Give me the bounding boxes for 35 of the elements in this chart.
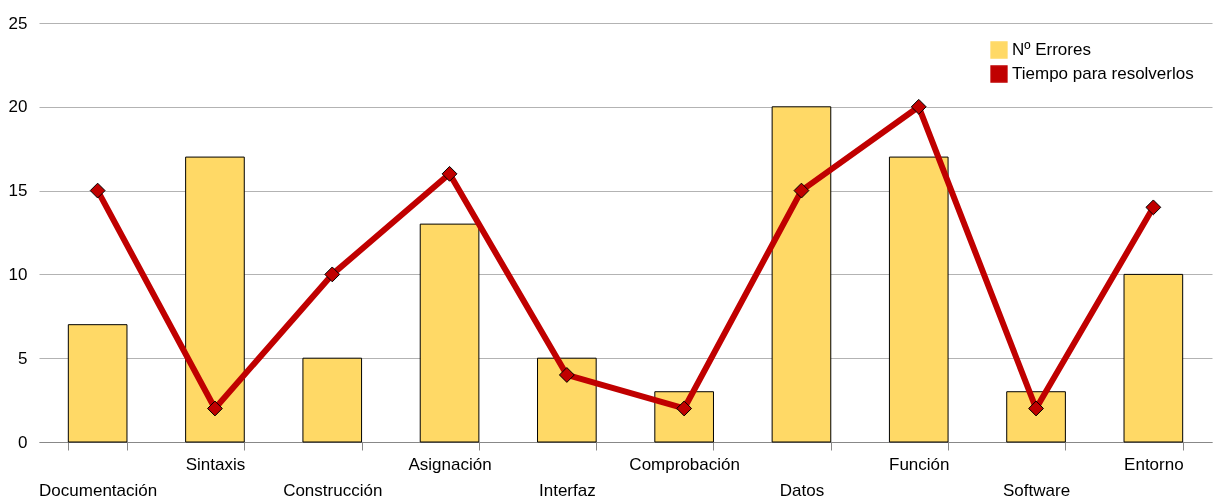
x-tick-label: Comprobación [629,454,740,474]
x-tick-label: Asignación [408,454,492,474]
bar [185,156,245,443]
y-tick-label: 25 [8,13,28,33]
x-tick-label: Entorno [1124,454,1184,474]
bar [302,357,363,443]
y-tick-label: 10 [8,264,28,284]
point [324,266,341,283]
x-tick-label: Software [1003,480,1071,500]
point [207,400,223,417]
y-tick-label: 15 [8,181,28,201]
legend-label: Tiempo para resolverlos [1012,64,1194,83]
x-tick-label: Interfaz [539,480,596,500]
x-tick-label: Función [889,454,950,474]
point [558,367,575,383]
bar [67,324,128,443]
legend-label: Nº Errores [1012,40,1091,59]
point [793,182,810,199]
y-tick-label: 20 [8,97,28,117]
y-tick-label: 5 [18,348,28,368]
y-tick-label: 0 [18,432,28,452]
point [89,182,106,199]
x-tick-label: Datos [779,480,825,500]
x-tick-label: Construcción [283,480,383,500]
bar [771,106,832,443]
bar [1123,273,1184,443]
bar [1006,391,1066,443]
point [1145,199,1162,216]
point [441,165,458,182]
point [910,98,927,115]
x-tick-label: Sintaxis [185,454,246,474]
bar [888,156,949,443]
x-tick-label: Documentación [39,480,158,500]
bar [537,357,597,443]
bar [419,223,480,443]
